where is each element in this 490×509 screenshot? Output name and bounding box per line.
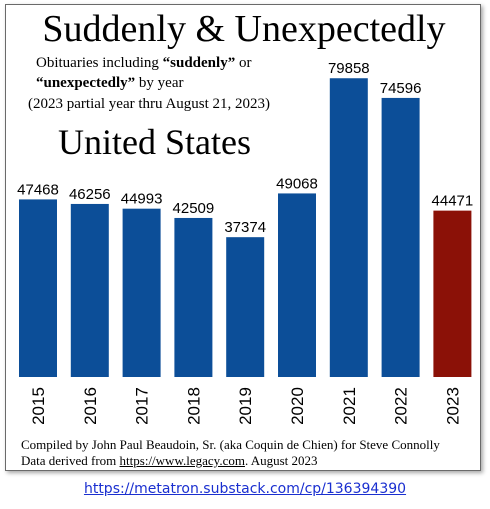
source-text: Data derived from https://www.legacy.com… xyxy=(21,453,318,469)
bar-2019 xyxy=(226,237,265,377)
x-tick-2021: 2021 xyxy=(340,387,359,425)
bar-2015 xyxy=(19,199,57,377)
data-label-2019: 37374 xyxy=(224,219,266,236)
x-tick-2015: 2015 xyxy=(29,387,48,425)
x-tick-2017: 2017 xyxy=(133,387,152,425)
data-label-2022: 74596 xyxy=(380,80,422,97)
chart-title: Suddenly & Unexpectedly xyxy=(42,8,446,50)
bar-2018 xyxy=(174,217,213,377)
subtitle-keyword-suddenly: “suddenly” xyxy=(162,55,236,71)
subtitle-text: or xyxy=(235,55,252,71)
x-tick-2018: 2018 xyxy=(184,387,203,425)
x-tick-2022: 2022 xyxy=(392,387,411,425)
data-label-2017: 44993 xyxy=(121,191,163,208)
credit-text: Compiled by John Paul Beaudoin, Sr. (aka… xyxy=(21,437,440,452)
subtitle-text: Obituaries including xyxy=(36,55,163,71)
data-label-2021: 79858 xyxy=(328,60,370,77)
subtitle-keyword-unexpectedly: “unexpectedly” xyxy=(36,75,136,91)
bar-2017 xyxy=(122,208,161,377)
data-label-2020: 49068 xyxy=(276,175,318,192)
bar-2023 xyxy=(433,210,472,377)
source-suffix: . August 2023 xyxy=(244,453,318,468)
x-tick-2023: 2023 xyxy=(443,387,462,425)
bar-2021 xyxy=(329,78,368,378)
subtitle-line-2: “unexpectedly” by year xyxy=(36,74,183,92)
region-label: United States xyxy=(58,122,251,162)
x-tick-2020: 2020 xyxy=(288,387,307,425)
data-label-2023: 44471 xyxy=(432,193,474,210)
substack-link[interactable]: https://metatron.substack.com/cp/1363943… xyxy=(83,481,407,497)
bar-2020 xyxy=(278,193,316,377)
data-label-2018: 42509 xyxy=(173,200,215,217)
chart-frame: 47468 2015 46256 2016 44993 2017 42509 2018 3737… xyxy=(5,4,481,471)
source-link[interactable]: https://www.legacy.com xyxy=(119,453,245,468)
bar-2022 xyxy=(381,97,420,377)
bar-2016 xyxy=(70,203,109,377)
subtitle-text: by year xyxy=(135,75,184,91)
subtitle-line-1: Obituaries including “suddenly” or xyxy=(36,54,251,72)
data-label-2016: 46256 xyxy=(69,186,111,203)
source-prefix: Data derived from xyxy=(21,453,120,468)
x-tick-2019: 2019 xyxy=(236,387,255,425)
data-label-2015: 47468 xyxy=(17,181,59,198)
bar-chart: 47468 2015 46256 2016 44993 2017 42509 2018 3737… xyxy=(17,60,474,425)
x-tick-2016: 2016 xyxy=(81,387,100,425)
subtitle-line-3: (2023 partial year thru August 21, 2023) xyxy=(28,96,271,112)
